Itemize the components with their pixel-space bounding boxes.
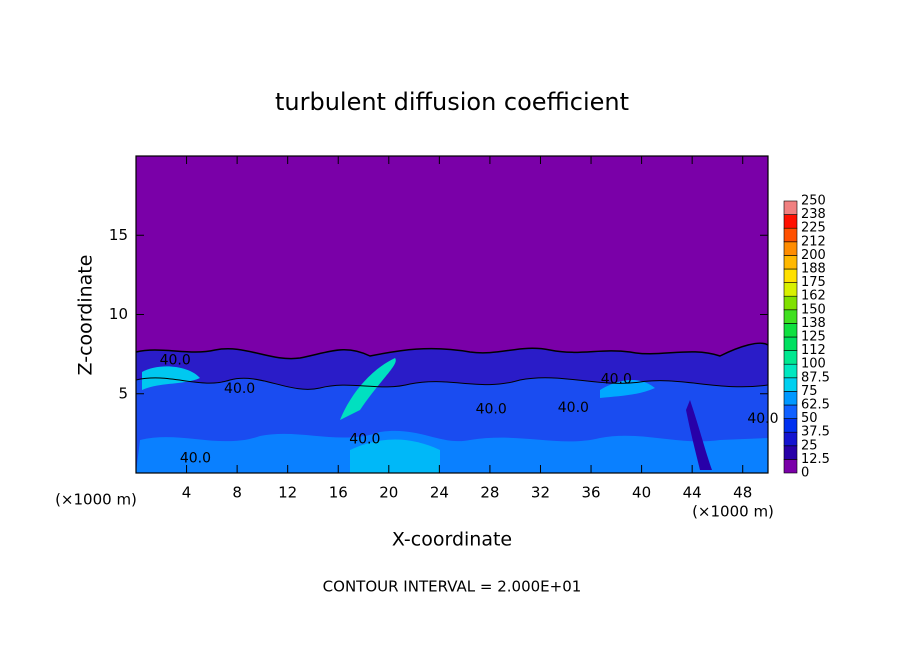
x-tick-label: 36 [581,484,600,502]
x-axis-label: X-coordinate [392,529,512,551]
colorbar-swatch [783,255,798,270]
colorbar-swatch [783,350,798,365]
x-tick-label: 40 [632,484,651,502]
colorbar-label: 112 [801,343,826,358]
colorbar-swatch [783,200,798,215]
x-tick-label: 44 [683,484,702,502]
contour-label: 40.0 [224,381,255,397]
colorbar-label: 150 [801,302,826,317]
y-tick-label: 5 [118,384,128,402]
colorbar-swatch [783,241,798,256]
contour-label: 40.0 [601,371,632,387]
colorbar-label: 162 [801,289,826,304]
colorbar-label: 138 [801,316,826,331]
colorbar-swatch [783,459,798,474]
y-tick-label: 10 [109,305,128,323]
x-tick-label: 32 [531,484,550,502]
colorbar-swatch [783,295,798,311]
colorbar-label: 37.5 [801,425,830,440]
colorbar-label: 200 [801,248,826,263]
y-tick-label: 15 [109,226,128,244]
contour-field [136,156,768,473]
colorbar-label: 50 [801,411,818,426]
x-unit: (×1000 m) [692,503,774,521]
colorbar-swatch [783,336,798,351]
x-tick-label: 4 [182,484,192,502]
contour-label: 40.0 [160,352,191,368]
colorbar-swatch [783,445,798,460]
colorbar-swatch [783,391,798,406]
colorbar-label: 12.5 [801,452,830,467]
colorbar-label: 25 [801,438,818,453]
colorbar-swatch [783,214,798,229]
colorbar-swatch [783,418,798,433]
colorbar-swatch [783,323,798,338]
chart-title: turbulent diffusion coefficient [275,88,629,116]
colorbar-label: 212 [801,234,826,249]
colorbar-label: 225 [801,221,826,236]
contour-label: 40.0 [476,402,507,418]
colorbar-swatch [783,268,798,283]
contour-label: 40.0 [349,432,380,448]
colorbar-label: 87.5 [801,370,830,385]
colorbar-label: 62.5 [801,398,830,413]
colorbar-swatch [783,404,798,419]
colorbar-label: 250 [801,194,826,209]
x-tick-label: 20 [379,484,398,502]
colorbar-swatch [783,363,798,379]
colorbar-swatch [783,282,798,297]
x-tick-label: 28 [480,484,499,502]
colorbar-label: 125 [801,330,826,345]
x-tick-label: 48 [733,484,752,502]
y-axis-label: Z-coordinate [75,255,97,376]
footnote: CONTOUR INTERVAL = 2.000E+01 [323,578,582,596]
x-tick-label: 12 [278,484,297,502]
contour-label: 40.0 [747,411,778,427]
colorbar-swatch [783,227,798,243]
colorbar-swatch [783,377,798,392]
colorbar-swatch [783,431,798,447]
contour-label: 40.0 [558,400,589,416]
colorbar-label: 100 [801,357,826,372]
colorbar-label: 238 [801,207,826,222]
x-tick-label: 8 [232,484,242,502]
y-unit: (×1000 m) [55,491,137,509]
colorbar-label: 75 [801,384,818,399]
contour-label: 40.0 [180,451,211,467]
x-tick-label: 16 [329,484,348,502]
colorbar-label: 175 [801,275,826,290]
colorbar-swatch [783,309,798,324]
x-tick-label: 24 [430,484,449,502]
colorbar-label: 0 [801,466,809,481]
colorbar-label: 188 [801,262,826,277]
